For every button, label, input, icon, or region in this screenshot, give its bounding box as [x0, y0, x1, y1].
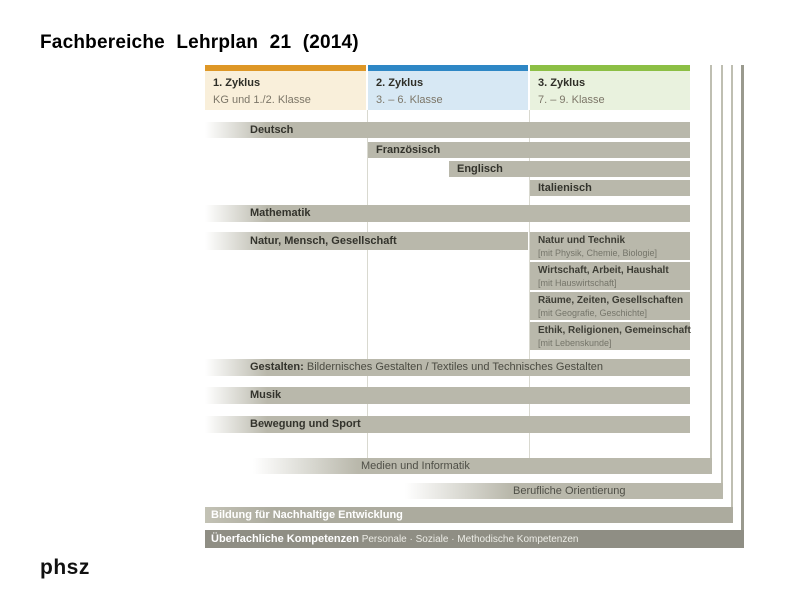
- cycle-header-2: 2. Zyklus 3. – 6. Klasse: [368, 65, 528, 110]
- cycle-2-label: 2. Zyklus: [376, 77, 424, 89]
- subject-bar-ethik: Ethik, Religionen, Gemeinschaft [mit Leb…: [530, 322, 691, 350]
- page-edge-line: [721, 65, 723, 499]
- subject-title: Wirtschaft, Arbeit, Haushalt: [538, 265, 669, 276]
- cycle-3-sublabel: 7. – 9. Klasse: [538, 94, 605, 106]
- phsz-logo: phsz: [40, 556, 90, 579]
- subject-bar-berufliche-orientierung: Berufliche Orientierung: [405, 483, 723, 499]
- subject-bar-raeume: Räume, Zeiten, Gesellschaften [mit Geogr…: [530, 292, 690, 320]
- page-edge-line: [731, 65, 733, 523]
- subject-subtitle: [mit Hauswirtschaft]: [538, 278, 617, 288]
- subject-bar-italienisch: Italienisch: [530, 180, 690, 196]
- subject-title: Ethik, Religionen, Gemeinschaft: [538, 325, 691, 336]
- subject-subtitle: [mit Lebenskunde]: [538, 338, 612, 348]
- cycle-3-accent-strip: [530, 65, 690, 71]
- subject-bar-nmg: Natur, Mensch, Gesellschaft: [205, 232, 528, 250]
- subject-bar-bildung-nachhaltige-entwicklung: Bildung für Nachhaltige Entwicklung: [205, 507, 733, 523]
- subject-title: Natur und Technik: [538, 235, 626, 246]
- gestalten-label-bold: Gestalten:: [250, 361, 304, 373]
- cycle-header-1: 1. Zyklus KG und 1./2. Klasse: [205, 65, 366, 110]
- ueberfachlich-label-rest: Personale · Soziale · Methodische Kompet…: [358, 534, 579, 545]
- subject-bar-gestalten: Gestalten: Bildernisches Gestalten / Tex…: [205, 359, 690, 376]
- page-edge-line: [710, 65, 712, 474]
- cycle-1-accent-strip: [205, 65, 366, 71]
- cycle-header-3: 3. Zyklus 7. – 9. Klasse: [530, 65, 690, 110]
- subject-bar-ueberfachliche-kompetenzen: Überfachliche Kompetenzen Personale · So…: [205, 530, 744, 548]
- subject-bar-mathematik: Mathematik: [205, 205, 690, 222]
- cycle-2-sublabel: 3. – 6. Klasse: [376, 94, 443, 106]
- subject-title: Räume, Zeiten, Gesellschaften: [538, 295, 684, 306]
- page-title: Fachbereiche Lehrplan 21 (2014): [40, 32, 359, 53]
- subject-subtitle: [mit Physik, Chemie, Biologie]: [538, 248, 658, 258]
- subject-bar-medien-informatik: Medien und Informatik: [253, 458, 712, 474]
- subject-bar-franzoesisch: Französisch: [368, 142, 690, 158]
- cycle-1-sublabel: KG und 1./2. Klasse: [213, 94, 311, 106]
- ueberfachlich-label-bold: Überfachliche Kompetenzen: [211, 533, 359, 545]
- cycle-2-accent-strip: [368, 65, 528, 71]
- subject-bar-wirtschaft: Wirtschaft, Arbeit, Haushalt [mit Hauswi…: [530, 262, 690, 290]
- gestalten-label-rest: Bildernisches Gestalten / Textiles und T…: [303, 361, 603, 373]
- column-divider: [367, 110, 368, 458]
- cycle-1-label: 1. Zyklus: [213, 77, 261, 89]
- cycle-3-label: 3. Zyklus: [538, 77, 586, 89]
- subject-bar-natur-technik: Natur und Technik [mit Physik, Chemie, B…: [530, 232, 690, 260]
- page-edge-line: [741, 65, 744, 548]
- subject-bar-bewegung: Bewegung und Sport: [205, 416, 690, 433]
- subject-bar-englisch: Englisch: [449, 161, 690, 177]
- column-divider: [529, 110, 530, 458]
- subject-bar-musik: Musik: [205, 387, 690, 404]
- subject-bar-deutsch: Deutsch: [205, 122, 690, 138]
- subject-subtitle: [mit Geografie, Geschichte]: [538, 308, 648, 318]
